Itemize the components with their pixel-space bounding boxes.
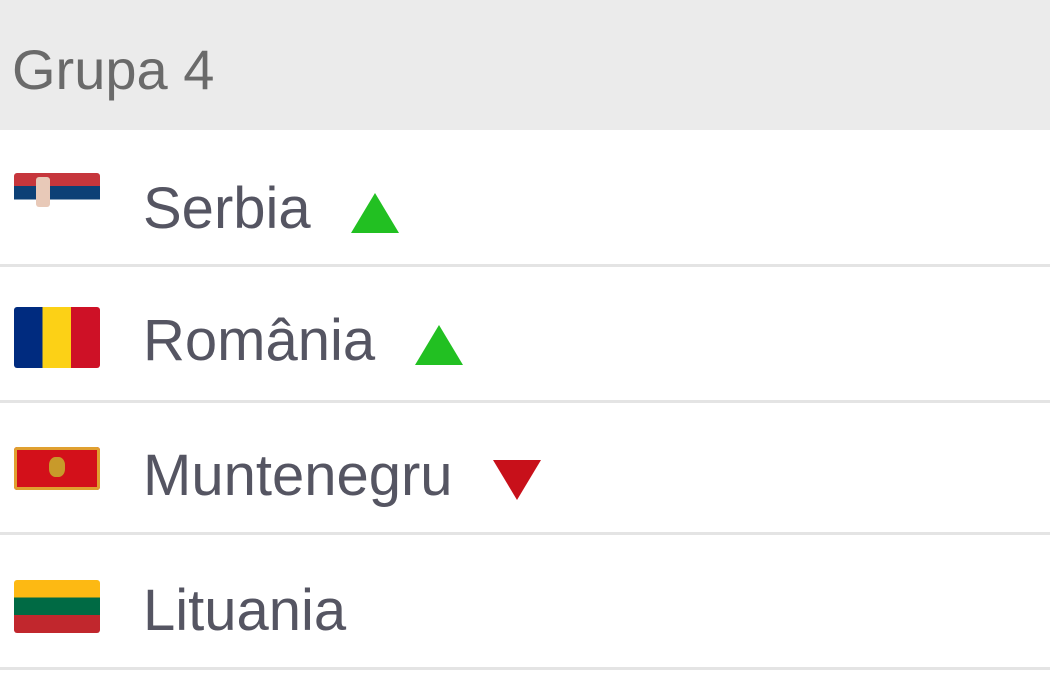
group-header: Grupa 4 (0, 0, 1050, 130)
team-name: Muntenegru (143, 443, 453, 508)
lithuania-flag-icon (14, 580, 100, 633)
romania-flag-icon (14, 307, 100, 368)
team-row[interactable]: Lituania (0, 535, 1050, 670)
team-name: Lituania (143, 578, 347, 643)
team-row[interactable]: Muntenegru (0, 400, 1050, 535)
trend-up-icon (350, 192, 399, 233)
team-row[interactable]: România (0, 267, 1050, 403)
serbia-flag-icon (14, 173, 100, 213)
team-name: Serbia (143, 176, 311, 241)
trend-down-icon (492, 459, 541, 500)
team-row[interactable]: Serbia (0, 133, 1050, 267)
montenegro-flag-icon (14, 447, 100, 490)
group-title: Grupa 4 (12, 38, 215, 101)
trend-up-icon (415, 324, 464, 365)
team-name: România (143, 308, 376, 373)
